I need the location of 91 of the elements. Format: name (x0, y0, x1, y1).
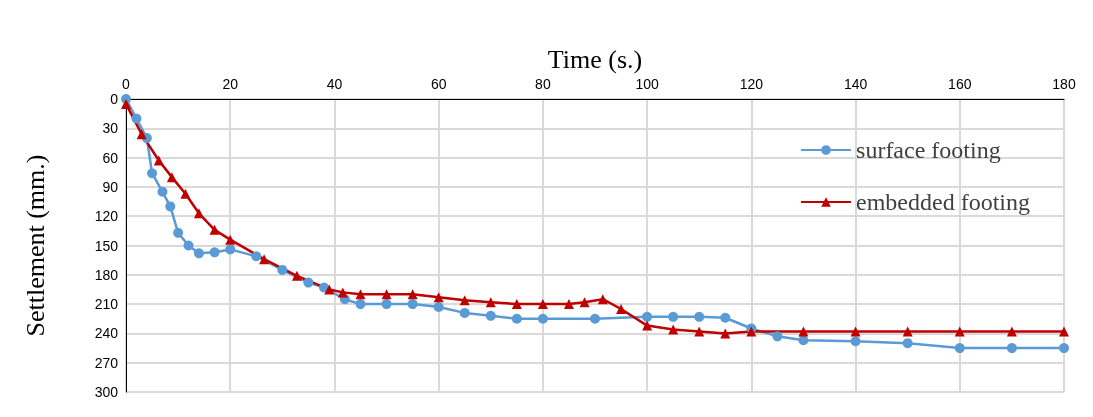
point (157, 186, 168, 197)
point (485, 297, 496, 308)
y-tick-label: 90 (102, 178, 119, 195)
point (153, 155, 164, 166)
point (193, 248, 204, 259)
point (511, 313, 522, 324)
point (798, 326, 809, 337)
point (166, 172, 177, 183)
x-tick-label: 0 (122, 76, 131, 92)
point (209, 224, 220, 235)
y-axis-title: Settlement (mm.) (20, 154, 50, 337)
point (381, 289, 392, 300)
point (511, 299, 522, 310)
point (147, 168, 158, 179)
point (694, 326, 705, 337)
x-tick-label: 180 (1052, 76, 1076, 92)
y-tick-label: 150 (94, 237, 119, 254)
point (850, 326, 861, 337)
point (209, 247, 220, 258)
point (131, 113, 142, 124)
point (902, 326, 913, 337)
point (173, 227, 184, 238)
x-tick-label: 20 (222, 76, 239, 92)
y-tick-label: 120 (94, 208, 119, 225)
point (459, 295, 470, 306)
y-tick-label: 180 (94, 266, 119, 283)
x-tick-label: 120 (739, 76, 764, 92)
point (277, 264, 288, 275)
point (183, 240, 194, 251)
point (1059, 343, 1069, 354)
point (136, 129, 147, 140)
y-tick-label: 0 (110, 91, 119, 107)
x-tick-label: 60 (430, 76, 447, 92)
point (225, 244, 236, 255)
legend-label: surface footing (856, 137, 1001, 163)
point (642, 320, 653, 331)
point (850, 336, 861, 347)
point (537, 313, 548, 324)
point (251, 251, 262, 262)
point (772, 331, 783, 342)
point (407, 289, 418, 300)
y-tick-label: 300 (94, 384, 119, 400)
point (121, 98, 131, 109)
point (303, 277, 314, 288)
point (668, 324, 679, 335)
point (902, 338, 913, 349)
point (324, 284, 335, 295)
point (1006, 343, 1017, 354)
x-axis-title: Time (s.) (547, 44, 643, 74)
point (1059, 326, 1069, 337)
point (355, 289, 366, 300)
point (459, 307, 470, 318)
y-tick-label: 60 (102, 149, 119, 166)
point (381, 299, 392, 310)
x-tick-label: 100 (635, 76, 659, 92)
point (407, 299, 418, 310)
point (720, 328, 731, 339)
x-tick-label: 140 (843, 76, 868, 92)
point (954, 343, 965, 354)
y-tick-label: 240 (94, 325, 119, 342)
point (180, 188, 191, 199)
point (798, 335, 809, 346)
x-tick-label: 80 (535, 76, 551, 92)
point (433, 292, 444, 303)
point (590, 313, 600, 324)
point (259, 254, 270, 265)
point (355, 299, 366, 310)
point (537, 299, 548, 310)
y-tick-label: 210 (94, 296, 119, 313)
point (225, 234, 236, 245)
point (165, 201, 176, 212)
point (337, 287, 348, 298)
point (720, 312, 731, 323)
x-tick-label: 160 (948, 76, 972, 92)
point (642, 311, 653, 322)
point (579, 297, 590, 308)
point (954, 326, 965, 337)
x-tick-label: 40 (326, 76, 343, 92)
y-tick-label: 270 (94, 354, 119, 371)
y-tick-label: 30 (102, 120, 119, 137)
point (694, 311, 705, 322)
legend-label: embedded footing (856, 189, 1030, 215)
point (563, 299, 574, 310)
point (291, 270, 302, 281)
point (485, 310, 496, 321)
point (433, 302, 444, 313)
point (193, 208, 204, 219)
point (1006, 326, 1017, 337)
point (668, 311, 679, 322)
point (597, 294, 608, 305)
point (616, 303, 627, 314)
